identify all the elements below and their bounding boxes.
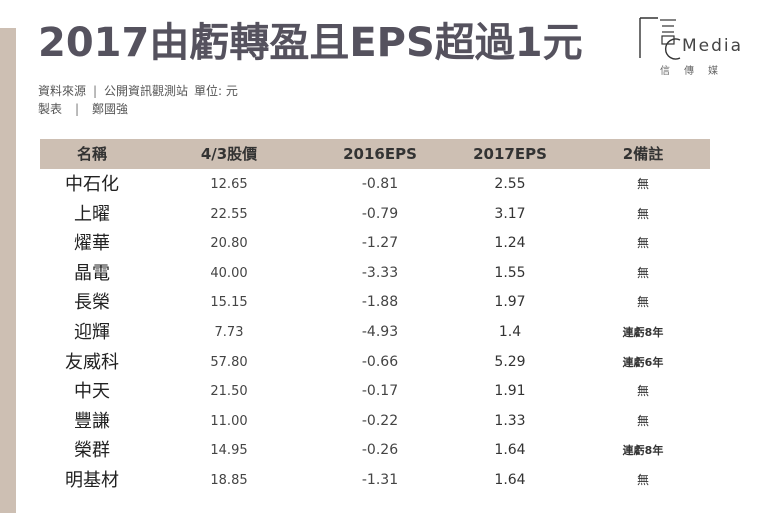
cell-note: 無 — [636, 265, 649, 280]
table-row: 中石化 12.65 -0.81 2.55 無 — [40, 170, 710, 200]
cell-eps-2017: 1.4 — [498, 323, 522, 340]
cell-note: 連虧8年 — [622, 444, 664, 458]
cell-eps-2016: -0.66 — [361, 353, 399, 370]
header-price: 4/3股價 — [200, 145, 258, 163]
cell-name: 中石化 — [65, 174, 119, 195]
cell-eps-2016: -0.26 — [361, 442, 399, 459]
table-row: 友威科 57.80 -0.66 5.29 連虧6年 — [40, 348, 710, 378]
logo-text: Media — [682, 36, 744, 56]
cell-price: 14.95 — [210, 443, 248, 459]
cell-eps-2016: -1.31 — [361, 471, 399, 488]
cell-eps-2017: 5.29 — [494, 353, 526, 370]
maker-line: 製表 | 鄭國強 — [38, 100, 128, 117]
cell-eps-2016: -4.93 — [361, 323, 399, 340]
table-header: 名稱 4/3股價 2016EPS 2017EPS 2備註 — [40, 139, 710, 169]
table-row: 榮群 14.95 -0.26 1.64 連虧8年 — [40, 436, 710, 466]
cell-note: 無 — [636, 236, 649, 251]
cell-price: 18.85 — [210, 472, 248, 488]
cell-eps-2016: -3.33 — [361, 264, 399, 281]
cell-price: 11.00 — [210, 413, 248, 429]
table-row: 燿華 20.80 -1.27 1.24 無 — [40, 229, 710, 259]
cell-eps-2017: 1.64 — [494, 471, 526, 488]
cell-name: 長榮 — [74, 292, 110, 314]
cell-eps-2017: 1.91 — [494, 383, 526, 400]
cell-name: 燿華 — [74, 233, 110, 255]
table-row: 中天 21.50 -0.17 1.91 無 — [40, 377, 710, 407]
cell-name: 迎輝 — [74, 321, 110, 343]
cell-name: 榮群 — [74, 440, 110, 462]
table-row: 豐謙 11.00 -0.22 1.33 無 — [40, 407, 710, 437]
cell-eps-2016: -0.79 — [361, 205, 399, 222]
cell-eps-2016: -1.88 — [361, 294, 399, 311]
header-note: 2備註 — [622, 145, 664, 163]
cell-price: 22.55 — [210, 206, 248, 222]
table-row: 長榮 15.15 -1.88 1.97 無 — [40, 288, 710, 318]
cell-price: 7.73 — [214, 324, 244, 340]
table-row: 上曜 22.55 -0.79 3.17 無 — [40, 200, 710, 230]
separator-icon: | — [74, 102, 80, 116]
separator-icon: | — [92, 84, 98, 98]
cell-eps-2016: -0.22 — [361, 412, 399, 429]
cell-eps-2017: 1.55 — [494, 264, 526, 281]
cell-note: 無 — [636, 413, 649, 428]
cell-eps-2016: -0.81 — [361, 176, 399, 192]
cell-name: 晶電 — [74, 262, 110, 284]
logo-subtitle: 信傳媒 — [660, 66, 732, 77]
cell-eps-2017: 2.55 — [494, 176, 526, 192]
table-row: 晶電 40.00 -3.33 1.55 無 — [40, 259, 710, 289]
cell-note: 無 — [636, 206, 649, 221]
cell-price: 40.00 — [210, 265, 248, 281]
maker-value: 鄭國強 — [92, 102, 129, 116]
header-eps-2017: 2017EPS — [473, 145, 547, 163]
page-title: 2017由虧轉盈且EPS超過1元 — [38, 20, 583, 66]
cell-price: 12.65 — [210, 177, 248, 192]
cell-eps-2017: 3.17 — [494, 205, 526, 222]
cell-name: 豐謙 — [74, 410, 110, 432]
cell-name: 上曜 — [74, 203, 110, 225]
source-value: 公開資訊觀測站 — [104, 84, 189, 98]
cell-name: 明基材 — [65, 469, 119, 491]
cell-note: 連虧8年 — [622, 325, 664, 339]
media-logo-icon — [639, 17, 681, 60]
cell-note: 連虧6年 — [622, 355, 664, 369]
table-row: 明基材 18.85 -1.31 1.64 無 — [40, 466, 710, 496]
media-logo: Media — [636, 14, 750, 76]
cell-note: 無 — [636, 384, 649, 399]
cell-eps-2016: -0.17 — [361, 383, 399, 400]
cell-name: 中天 — [74, 381, 110, 403]
cell-eps-2017: 1.97 — [494, 294, 526, 311]
header-name: 名稱 — [76, 145, 107, 163]
cell-price: 20.80 — [210, 236, 248, 252]
cell-note: 無 — [636, 295, 649, 310]
cell-eps-2016: -1.27 — [361, 235, 399, 252]
header-eps-2016: 2016EPS — [343, 145, 417, 163]
left-accent-bar — [0, 28, 16, 513]
table-row: 迎輝 7.73 -4.93 1.4 連虧8年 — [40, 318, 710, 348]
cell-price: 21.50 — [210, 384, 248, 400]
cell-price: 15.15 — [210, 295, 248, 311]
cell-name: 友威科 — [65, 351, 119, 373]
cell-eps-2017: 1.64 — [494, 442, 526, 459]
source-line: 資料來源 | 公開資訊觀測站 單位: 元 — [38, 82, 238, 99]
cell-eps-2017: 1.24 — [494, 235, 526, 252]
cell-note: 無 — [636, 177, 649, 191]
cell-note: 無 — [636, 472, 649, 487]
unit-label: 單位: 元 — [194, 84, 238, 98]
maker-label: 製表 — [38, 102, 63, 116]
cell-price: 57.80 — [210, 354, 248, 370]
cell-eps-2017: 1.33 — [494, 412, 526, 429]
table-body: 中石化 12.65 -0.81 2.55 無上曜 22.55 -0.79 3.17 無燿華 20.… — [40, 170, 710, 496]
source-label: 資料來源 — [38, 84, 87, 98]
